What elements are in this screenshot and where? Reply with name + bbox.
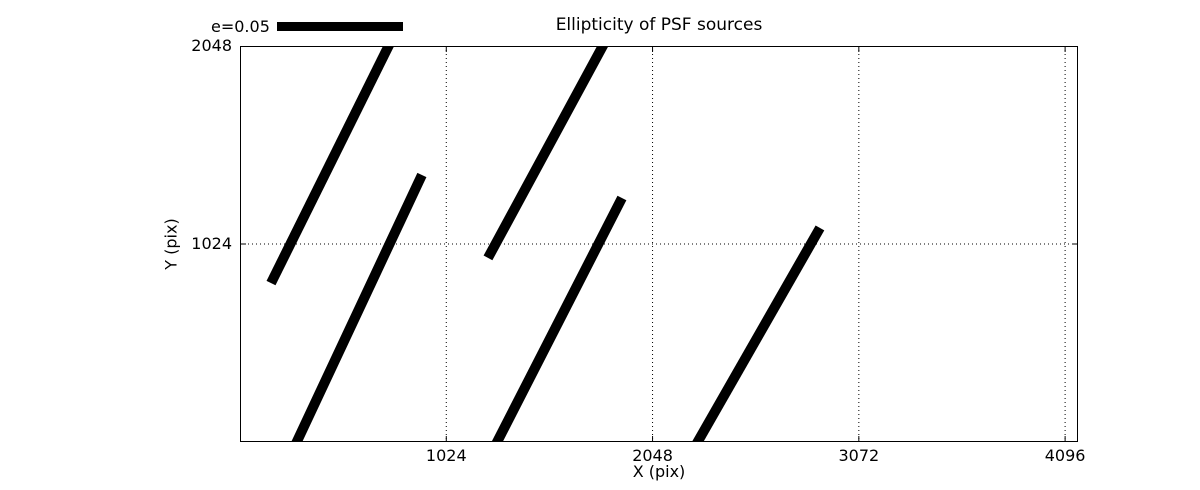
x-tick-label: 4096 (1044, 446, 1086, 465)
whisker-segment (691, 225, 825, 442)
plot-area (240, 46, 1078, 442)
legend: e=0.05 (211, 16, 403, 36)
y-tick-label: 2048 (191, 36, 232, 55)
chart-title: Ellipticity of PSF sources (555, 15, 763, 35)
x-tick-label: 2048 (632, 446, 673, 465)
x-axis-label: X (pix) (632, 462, 686, 481)
whisker-segment (483, 46, 609, 261)
x-tick-label: 1024 (425, 446, 467, 465)
whisker-segment (291, 172, 427, 442)
legend-line-sample (276, 21, 403, 31)
legend-label: e=0.05 (211, 16, 270, 36)
whisker-segment (266, 46, 395, 286)
y-tick-label: 1024 (191, 234, 232, 253)
x-tick-label: 3072 (838, 446, 880, 465)
axes-frame (240, 46, 1078, 442)
whisker-segment (491, 195, 627, 442)
